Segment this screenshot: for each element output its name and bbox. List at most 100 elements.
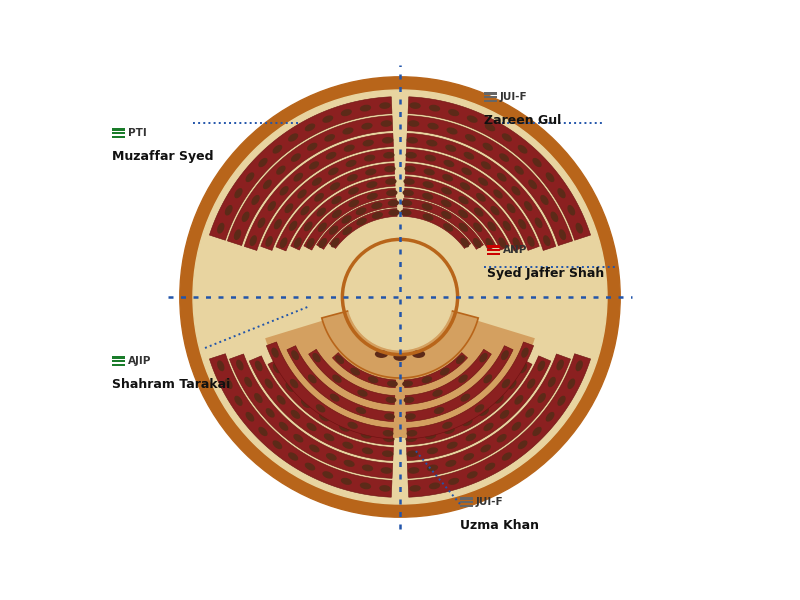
Ellipse shape	[356, 208, 366, 215]
Ellipse shape	[518, 145, 527, 154]
Ellipse shape	[258, 427, 267, 436]
Ellipse shape	[329, 226, 338, 235]
Ellipse shape	[273, 145, 282, 154]
Ellipse shape	[402, 398, 413, 404]
Ellipse shape	[482, 143, 493, 151]
Ellipse shape	[358, 389, 368, 397]
Ellipse shape	[404, 166, 416, 172]
Ellipse shape	[485, 463, 495, 470]
Ellipse shape	[301, 206, 310, 215]
Polygon shape	[403, 368, 477, 406]
Bar	[112, 356, 125, 359]
Ellipse shape	[524, 201, 533, 211]
Ellipse shape	[546, 172, 554, 182]
Ellipse shape	[382, 451, 394, 457]
Ellipse shape	[394, 353, 406, 361]
Ellipse shape	[418, 385, 429, 392]
Ellipse shape	[540, 195, 549, 205]
Ellipse shape	[443, 223, 453, 232]
Ellipse shape	[316, 404, 326, 413]
Ellipse shape	[478, 178, 488, 186]
Ellipse shape	[406, 137, 418, 143]
Bar	[112, 128, 125, 131]
Ellipse shape	[331, 196, 342, 205]
Ellipse shape	[506, 203, 515, 213]
Ellipse shape	[225, 379, 233, 389]
Ellipse shape	[306, 238, 314, 248]
Text: AJIP: AJIP	[128, 356, 151, 366]
Ellipse shape	[318, 238, 327, 248]
Circle shape	[193, 90, 607, 504]
Ellipse shape	[312, 178, 322, 186]
Ellipse shape	[422, 203, 433, 211]
Ellipse shape	[312, 353, 321, 362]
Ellipse shape	[422, 193, 434, 200]
Ellipse shape	[342, 442, 354, 449]
Ellipse shape	[307, 143, 318, 151]
Ellipse shape	[386, 397, 396, 403]
Ellipse shape	[324, 384, 334, 393]
Text: Zareen Gul: Zareen Gul	[484, 114, 562, 127]
Ellipse shape	[381, 120, 392, 127]
Ellipse shape	[263, 179, 272, 189]
Polygon shape	[268, 359, 394, 445]
Ellipse shape	[384, 413, 395, 420]
Bar	[484, 92, 498, 95]
Polygon shape	[330, 209, 397, 248]
Ellipse shape	[368, 376, 378, 383]
Ellipse shape	[466, 115, 478, 123]
Polygon shape	[290, 176, 395, 250]
Ellipse shape	[318, 223, 327, 232]
Ellipse shape	[294, 173, 303, 182]
Ellipse shape	[305, 383, 314, 392]
Ellipse shape	[236, 359, 243, 370]
Ellipse shape	[406, 436, 417, 442]
Ellipse shape	[458, 374, 468, 383]
Ellipse shape	[443, 160, 454, 167]
Ellipse shape	[382, 430, 394, 437]
Ellipse shape	[410, 485, 421, 492]
Ellipse shape	[335, 355, 344, 364]
Ellipse shape	[425, 394, 435, 401]
Polygon shape	[404, 353, 467, 388]
Ellipse shape	[441, 211, 452, 219]
Ellipse shape	[254, 393, 262, 403]
Text: Muzaffar Syed: Muzaffar Syed	[112, 150, 214, 163]
Ellipse shape	[246, 412, 254, 422]
Ellipse shape	[363, 382, 374, 389]
Ellipse shape	[465, 134, 476, 142]
Ellipse shape	[444, 427, 455, 434]
Ellipse shape	[474, 404, 484, 413]
Ellipse shape	[422, 376, 432, 383]
Ellipse shape	[271, 347, 278, 358]
Ellipse shape	[360, 482, 371, 489]
Ellipse shape	[423, 169, 434, 175]
Ellipse shape	[518, 440, 527, 449]
Ellipse shape	[298, 190, 306, 199]
Ellipse shape	[442, 174, 453, 181]
Ellipse shape	[401, 200, 412, 206]
Ellipse shape	[461, 394, 470, 401]
Ellipse shape	[276, 166, 286, 175]
Ellipse shape	[280, 238, 287, 248]
Ellipse shape	[244, 377, 252, 387]
Ellipse shape	[433, 368, 444, 376]
Ellipse shape	[449, 370, 459, 379]
Ellipse shape	[344, 145, 354, 152]
Ellipse shape	[347, 422, 358, 429]
Ellipse shape	[342, 397, 353, 404]
Ellipse shape	[290, 365, 299, 376]
Ellipse shape	[483, 423, 494, 431]
Ellipse shape	[326, 453, 337, 461]
Ellipse shape	[425, 433, 436, 439]
Ellipse shape	[304, 221, 313, 232]
Ellipse shape	[319, 413, 330, 421]
Ellipse shape	[250, 235, 257, 246]
Bar	[487, 245, 500, 248]
Ellipse shape	[341, 109, 352, 116]
Circle shape	[347, 244, 453, 350]
Ellipse shape	[278, 422, 288, 431]
Ellipse shape	[363, 405, 374, 412]
Ellipse shape	[356, 368, 367, 376]
Ellipse shape	[427, 123, 438, 130]
